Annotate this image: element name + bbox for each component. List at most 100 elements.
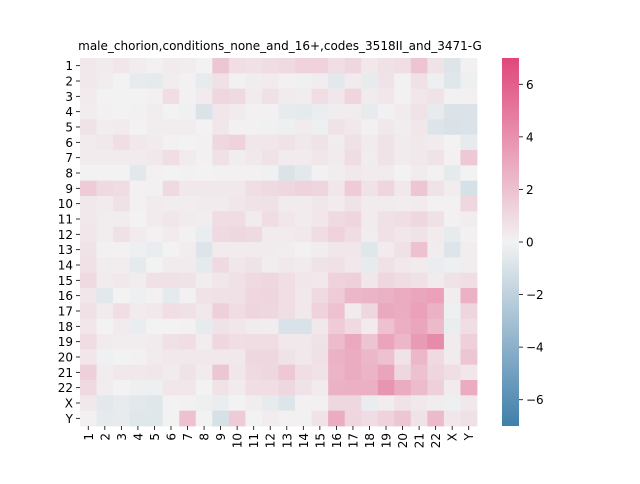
heatmap-cell <box>361 272 379 289</box>
heatmap-cell <box>261 196 279 212</box>
heatmap-cell <box>146 349 164 366</box>
heatmap-cell <box>96 257 114 274</box>
heatmap-cell <box>129 58 147 74</box>
heatmap-cell <box>328 242 346 258</box>
heatmap-cell <box>410 288 428 304</box>
heatmap-cell <box>162 410 180 427</box>
heatmap-cell <box>162 334 180 350</box>
heatmap-cells <box>80 58 478 427</box>
heatmap-cell <box>228 380 246 396</box>
column-tick-label: Y <box>462 432 476 441</box>
heatmap-cell <box>394 257 412 274</box>
heatmap-cell <box>394 150 412 166</box>
heatmap-cell <box>228 364 246 381</box>
heatmap-cell <box>361 349 379 366</box>
heatmap-cell <box>361 165 379 182</box>
heatmap-cell <box>394 395 412 412</box>
heatmap-cell <box>261 134 279 151</box>
heatmap-cell <box>328 58 346 74</box>
heatmap-cell <box>278 318 296 335</box>
heatmap-cell <box>179 134 197 151</box>
column-tick-label: 10 <box>231 433 245 448</box>
heatmap-cell <box>460 410 478 427</box>
row-tick-label: 11 <box>58 213 73 227</box>
heatmap-cell <box>212 134 230 151</box>
heatmap-cell <box>427 104 445 120</box>
column-tick-label: 19 <box>380 433 394 448</box>
heatmap-cell <box>443 380 461 396</box>
heatmap-cell <box>146 318 164 335</box>
heatmap-cell <box>146 334 164 350</box>
heatmap-cell <box>377 88 395 105</box>
heatmap-cell <box>394 288 412 304</box>
heatmap-cell <box>113 226 131 243</box>
heatmap-cell <box>261 226 279 243</box>
heatmap-cell <box>129 242 147 258</box>
heatmap-cell <box>278 349 296 366</box>
heatmap-cell <box>344 119 362 136</box>
heatmap-cell <box>460 226 478 243</box>
heatmap-cell <box>410 303 428 320</box>
heatmap-cell <box>113 73 131 90</box>
heatmap-cell <box>146 165 164 182</box>
heatmap-cell <box>427 257 445 274</box>
heatmap-cell <box>179 196 197 212</box>
heatmap-cell <box>162 272 180 289</box>
heatmap-cell <box>212 226 230 243</box>
heatmap-cell <box>179 242 197 258</box>
heatmap-cell <box>261 288 279 304</box>
heatmap-cell <box>443 349 461 366</box>
heatmap-cell <box>278 272 296 289</box>
heatmap-cell <box>427 410 445 427</box>
heatmap-cell <box>228 303 246 320</box>
heatmap-cell <box>261 380 279 396</box>
heatmap-cell <box>344 410 362 427</box>
heatmap-cell <box>96 303 114 320</box>
heatmap-cell <box>146 88 164 105</box>
heatmap-cell <box>460 318 478 335</box>
heatmap-cell <box>261 180 279 197</box>
column-tick-labels: 1 2 3 4 5 6 7 8 9 10 11 12 13 14 15 16 17 18 19 20 21 22 X Y <box>82 426 476 448</box>
colorbar-tick-label: −4 <box>526 341 544 355</box>
heatmap-cell <box>361 395 379 412</box>
heatmap-cell <box>80 395 97 412</box>
heatmap-cell <box>410 364 428 381</box>
heatmap-cell <box>96 180 114 197</box>
heatmap-cell <box>410 349 428 366</box>
heatmap-cell <box>146 180 164 197</box>
heatmap-cell <box>179 119 197 136</box>
column-tick-label: X <box>446 433 460 441</box>
heatmap-cell <box>96 196 114 212</box>
heatmap-cell <box>427 196 445 212</box>
heatmap-cell <box>113 180 131 197</box>
heatmap-cell <box>261 58 279 74</box>
heatmap-cell <box>146 288 164 304</box>
heatmap-cell <box>295 303 312 320</box>
heatmap-cell <box>443 410 461 427</box>
heatmap-cell <box>278 58 296 74</box>
column-tick-label: 6 <box>164 433 178 441</box>
heatmap-cell <box>344 196 362 212</box>
heatmap-cell <box>212 242 230 258</box>
heatmap-cell <box>162 104 180 120</box>
heatmap-cell <box>443 395 461 412</box>
heatmap-cell <box>361 58 379 74</box>
heatmap-cell <box>80 88 97 105</box>
heatmap-cell <box>460 242 478 258</box>
heatmap-cell <box>410 58 428 74</box>
heatmap-cell <box>344 257 362 274</box>
heatmap-cell <box>410 150 428 166</box>
heatmap-cell <box>129 180 147 197</box>
heatmap-cell <box>146 380 164 396</box>
heatmap-cell <box>228 165 246 182</box>
heatmap-cell <box>195 410 213 427</box>
heatmap-cell <box>278 410 296 427</box>
heatmap-cell <box>460 150 478 166</box>
heatmap-cell <box>311 119 329 136</box>
heatmap-cell <box>278 303 296 320</box>
heatmap-cell <box>460 104 478 120</box>
heatmap-cell <box>427 180 445 197</box>
heatmap-cell <box>245 165 263 182</box>
heatmap-cell <box>162 288 180 304</box>
heatmap-cell <box>460 73 478 90</box>
